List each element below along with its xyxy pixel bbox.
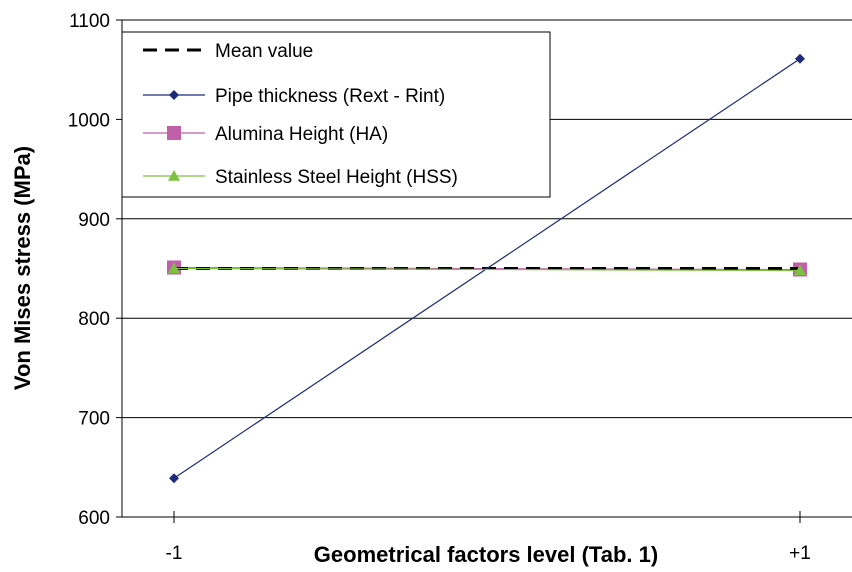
data-point-diamond [169, 473, 179, 484]
x-tick-label: +1 [789, 543, 811, 564]
legend: Mean value Pipe thickness (Rext - Rint) Al… [121, 31, 551, 198]
legend-label: Mean value [215, 41, 313, 62]
x-tick-labels: -1 +1 [166, 543, 811, 564]
legend-box [121, 31, 551, 198]
series-lines [167, 53, 807, 484]
data-point-triangle [168, 170, 180, 181]
y-tick-label: 1100 [69, 11, 110, 32]
x-axis-title: Geometrical factors level (Tab. 1) [314, 542, 658, 567]
data-point-triangle [794, 264, 806, 276]
y-tick-label: 800 [78, 309, 110, 330]
legend-label: Stainless Steel Height (HSS) [215, 167, 458, 188]
y-axis-title: Von Mises stress (MPa) [10, 146, 35, 390]
legend-label: Pipe thickness (Rext - Rint) [215, 86, 445, 107]
y-tick-labels: 600 700 800 900 1000 1100 [68, 11, 110, 529]
y-tick-label: 900 [78, 210, 110, 231]
y-tick-label: 700 [78, 409, 110, 430]
series-line [173, 267, 801, 272]
data-point-triangle [168, 262, 180, 274]
x-tick-label: -1 [166, 543, 183, 564]
y-tick-label: 1000 [68, 110, 110, 131]
y-tick-label: 600 [78, 508, 110, 529]
data-point-diamond [795, 53, 805, 64]
legend-label: Alumina Height (HA) [215, 124, 388, 145]
data-point-square [167, 126, 181, 140]
series-line [173, 58, 801, 479]
data-point-diamond [169, 90, 179, 100]
